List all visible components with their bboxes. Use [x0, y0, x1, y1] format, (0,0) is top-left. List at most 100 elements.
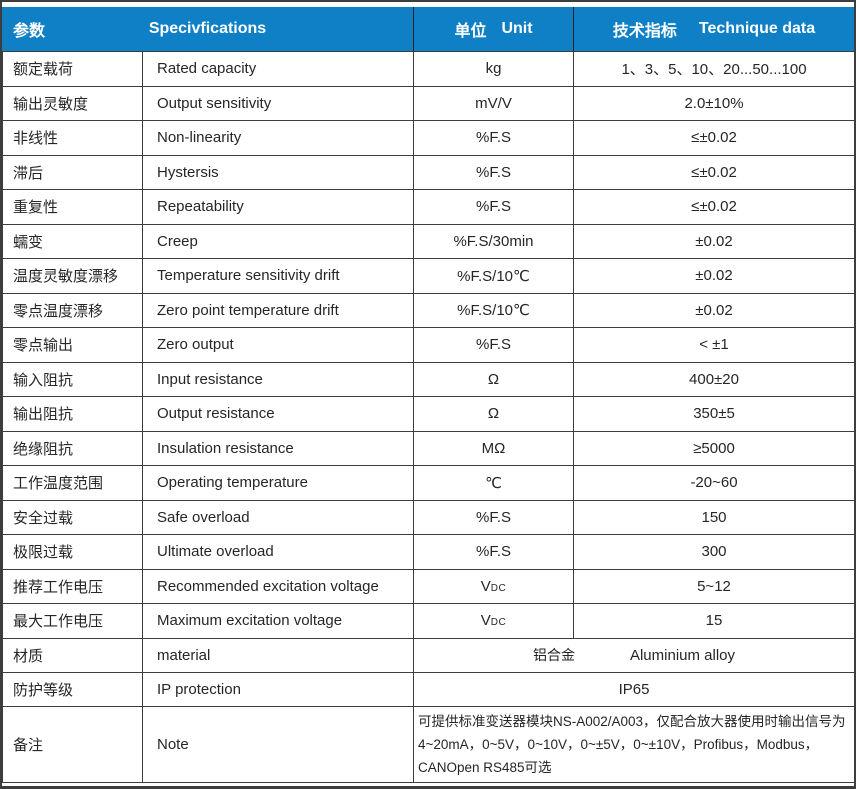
- spec-cell: Output sensitivity: [142, 85, 414, 121]
- unit-subscript: DC: [490, 617, 507, 629]
- value-cell: 350±5: [573, 396, 854, 432]
- row-material: 材质 material 铝合金 Aluminium alloy: [2, 637, 854, 673]
- param-cell: 输出灵敏度: [2, 85, 143, 121]
- row-recommended-excitation-voltage: 推荐工作电压 Recommended excitation voltage VD…: [2, 568, 854, 604]
- unit-text: Ω: [487, 405, 500, 423]
- row-temperature-sensitivity-drift: 温度灵敏度漂移 Temperature sensitivity drift %F…: [2, 258, 854, 294]
- material-value-zh: 铝合金: [532, 647, 575, 663]
- header-tech-en: Technique data: [698, 20, 816, 37]
- value-cell: ≤±0.02: [573, 189, 854, 225]
- param-cell: 备注: [2, 705, 143, 783]
- value-cell: ≥5000: [573, 430, 854, 466]
- header-cell-technique-data: 技术指标 Technique data: [573, 7, 854, 51]
- row-maximum-excitation-voltage: 最大工作电压 Maximum excitation voltage VDC 15: [2, 603, 854, 639]
- unit-text: V: [480, 612, 491, 630]
- unit-text: ℃: [485, 474, 502, 492]
- row-repeatability: 重复性 Repeatability %F.S ≤±0.02: [2, 189, 854, 225]
- unit-text: %F.S: [475, 163, 511, 181]
- row-output-sensitivity: 输出灵敏度 Output sensitivity mV/V 2.0±10%: [2, 85, 854, 121]
- unit-cell: VDC: [413, 568, 574, 604]
- unit-cell: %F.S: [413, 154, 574, 190]
- unit-cell: %F.S/10℃: [413, 292, 574, 328]
- unit-text: %F.S: [475, 129, 511, 147]
- row-ip-protection: 防护等级 IP protection IP65: [2, 671, 854, 707]
- spec-cell: Operating temperature: [142, 465, 414, 501]
- unit-text: Ω: [487, 370, 500, 388]
- spec-cell: Creep: [142, 223, 414, 259]
- value-cell: < ±1: [573, 327, 854, 363]
- value-cell: -20~60: [573, 465, 854, 501]
- param-cell: 重复性: [2, 189, 143, 225]
- row-safe-overload: 安全过载 Safe overload %F.S 150: [2, 499, 854, 535]
- unit-text: %F.S/10℃: [457, 302, 530, 320]
- param-cell: 极限过载: [2, 534, 143, 570]
- unit-cell: %F.S: [413, 534, 574, 570]
- unit-cell: Ω: [413, 396, 574, 432]
- param-cell: 零点温度漂移: [2, 292, 143, 328]
- unit-text: %F.S/10℃: [457, 267, 530, 285]
- unit-text: %F.S: [475, 508, 511, 526]
- value-cell: ±0.02: [573, 223, 854, 259]
- param-cell: 滞后: [2, 154, 143, 190]
- row-creep: 蠕变 Creep %F.S/30min ±0.02: [2, 223, 854, 259]
- row-note: 备注 Note 可提供标准变送器模块NS-A002/A003，仅配合放大器使用时…: [2, 705, 854, 783]
- value-cell: 1、3、5、10、20...50...100: [573, 51, 854, 87]
- param-cell: 零点输出: [2, 327, 143, 363]
- header-cell-unit: 单位 Unit: [413, 7, 573, 51]
- value-cell: 150: [573, 499, 854, 535]
- unit-cell: %F.S/10℃: [413, 258, 574, 294]
- value-cell: ±0.02: [573, 258, 854, 294]
- spec-cell: IP protection: [142, 671, 414, 707]
- unit-cell: %F.S: [413, 327, 574, 363]
- spec-cell: Temperature sensitivity drift: [142, 258, 414, 294]
- note-line-3: CANOpen RS485可选: [418, 759, 552, 775]
- unit-text: %F.S: [475, 198, 511, 216]
- note-line-2: 4~20mA，0~5V，0~10V，0~±5V，0~±10V，Profibus，…: [418, 736, 819, 752]
- param-cell: 防护等级: [2, 671, 143, 707]
- unit-text: kg: [485, 60, 502, 78]
- spec-cell: Zero output: [142, 327, 414, 363]
- value-cell: ≤±0.02: [573, 154, 854, 190]
- unit-text: mV/V: [475, 94, 512, 112]
- header-unit-zh: 单位: [454, 23, 487, 40]
- param-cell: 非线性: [2, 120, 143, 156]
- material-value-cell: 铝合金 Aluminium alloy: [413, 637, 854, 673]
- material-value-en: Aluminium alloy: [629, 646, 736, 664]
- spec-cell: Zero point temperature drift: [142, 292, 414, 328]
- spec-cell: Hystersis: [142, 154, 414, 190]
- header-unit-en: Unit: [501, 20, 533, 37]
- unit-text: V: [480, 577, 491, 595]
- header-tech-zh: 技术指标: [612, 23, 677, 40]
- row-non-linearity: 非线性 Non-linearity %F.S ≤±0.02: [2, 120, 854, 156]
- unit-cell: %F.S/30min: [413, 223, 574, 259]
- unit-cell: %F.S: [413, 120, 574, 156]
- table-header: 参数 Specivfications 单位 Unit 技术指标 Techniqu…: [2, 7, 854, 51]
- value-cell: ≤±0.02: [573, 120, 854, 156]
- value-cell: 2.0±10%: [573, 85, 854, 121]
- row-input-resistance: 输入阻抗 Input resistance Ω 400±20: [2, 361, 854, 397]
- value-cell: 300: [573, 534, 854, 570]
- unit-text: %F.S: [475, 336, 511, 354]
- spec-cell: Input resistance: [142, 361, 414, 397]
- param-cell: 蠕变: [2, 223, 143, 259]
- spec-cell: Rated capacity: [142, 51, 414, 87]
- param-cell: 输入阻抗: [2, 361, 143, 397]
- param-cell: 绝缘阻抗: [2, 430, 143, 466]
- param-cell: 推荐工作电压: [2, 568, 143, 604]
- header-cell-parameters: 参数 Specivfications: [2, 7, 413, 51]
- value-cell: 15: [573, 603, 854, 639]
- header-param-zh: 参数: [13, 23, 46, 40]
- unit-cell: %F.S: [413, 189, 574, 225]
- row-insulation-resistance: 绝缘阻抗 Insulation resistance MΩ ≥5000: [2, 430, 854, 466]
- row-operating-temperature: 工作温度范围 Operating temperature ℃ -20~60: [2, 465, 854, 501]
- unit-cell: VDC: [413, 603, 574, 639]
- unit-cell: kg: [413, 51, 574, 87]
- value-cell: 400±20: [573, 361, 854, 397]
- spec-cell: material: [142, 637, 414, 673]
- unit-text: MΩ: [481, 439, 506, 457]
- header-spec-en: Specivfications: [148, 20, 267, 37]
- unit-cell: mV/V: [413, 85, 574, 121]
- param-cell: 额定载荷: [2, 51, 143, 87]
- unit-text: %F.S: [475, 543, 511, 561]
- unit-cell: Ω: [413, 361, 574, 397]
